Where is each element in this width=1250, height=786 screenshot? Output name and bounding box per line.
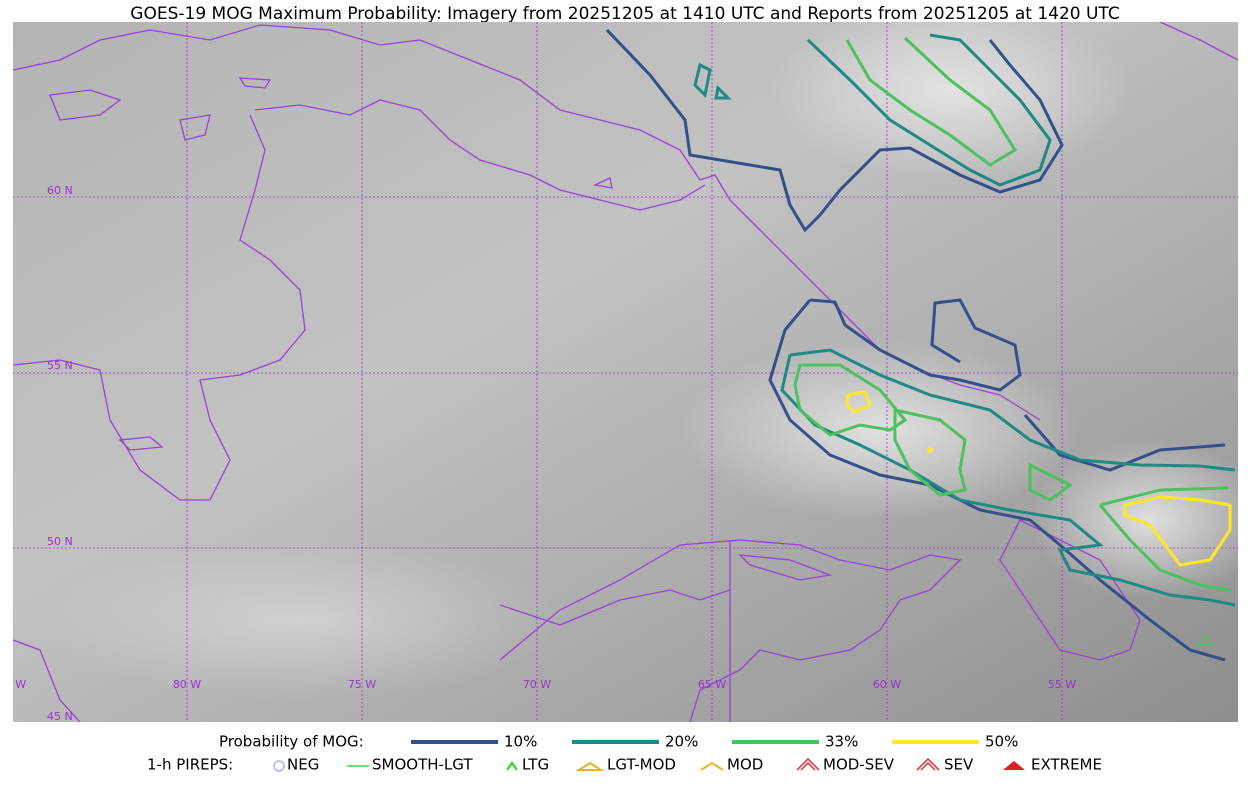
pirep-marker [1196, 633, 1214, 646]
lon-label: 85 W [0, 678, 26, 691]
grid [13, 22, 1238, 722]
legend-item: LGT-MOD [607, 756, 676, 774]
title: GOES-19 MOG Maximum Probability: Imagery… [130, 4, 1119, 24]
contour-20 [780, 348, 1236, 607]
coastlines [13, 22, 1238, 722]
legend-item: 33% [825, 733, 858, 751]
lon-label: 65 W [698, 678, 726, 691]
probability-legend: Probability of MOG: 10% 20% 33% 50% [219, 733, 1018, 751]
legend-icon [796, 757, 820, 771]
lat-label: 50 N [47, 535, 73, 548]
contour-50 [845, 390, 1232, 567]
legend-item: LTG [522, 756, 549, 774]
legend-icon [506, 761, 518, 771]
legend-icon [273, 760, 285, 772]
lat-label: 55 N [47, 359, 73, 372]
lat-label: 60 N [47, 184, 73, 197]
contour-10 [605, 28, 1064, 233]
contour-50 [927, 447, 933, 453]
legend-item: SMOOTH-LGT [372, 756, 473, 774]
legend-label: 1-h PIREPS: [147, 756, 233, 774]
legend-icon [916, 757, 940, 771]
legend-item: SEV [944, 756, 974, 774]
grid-labels: 60 N 55 N 50 N 45 N 85 W 80 W 75 W 70 W … [0, 184, 1076, 723]
contour-33 [845, 36, 1018, 167]
legend-item: NEG [287, 756, 319, 774]
legend-item: EXTREME [1031, 756, 1102, 774]
legend-item: 20% [665, 733, 698, 751]
legend-item: 50% [985, 733, 1018, 751]
legend-item: 10% [504, 733, 537, 751]
legend-item: MOD-SEV [823, 756, 895, 774]
lon-label: 55 W [1048, 678, 1076, 691]
lat-label: 45 N [47, 710, 73, 723]
pireps-legend: 1-h PIREPS: NEG SMOOTH-LGT LTG LGT-MOD M… [147, 756, 1102, 774]
legend-label: Probability of MOG: [219, 733, 364, 751]
contour-20 [806, 33, 1052, 187]
legend-icon [700, 761, 724, 771]
probability-contours [605, 28, 1236, 662]
lon-label: 70 W [523, 678, 551, 691]
contour-33 [793, 363, 1231, 592]
cloud [770, 22, 1130, 180]
lon-label: 80 W [173, 678, 201, 691]
lon-label: 60 W [873, 678, 901, 691]
lon-label: 75 W [348, 678, 376, 691]
map: 60 N 55 N 50 N 45 N 85 W 80 W 75 W 70 W … [0, 22, 1238, 723]
contour-20 [693, 62, 732, 100]
legend-icon [575, 761, 605, 771]
legend-item: MOD [727, 756, 763, 774]
legend-icon [1003, 761, 1025, 770]
cloud [40, 540, 560, 700]
